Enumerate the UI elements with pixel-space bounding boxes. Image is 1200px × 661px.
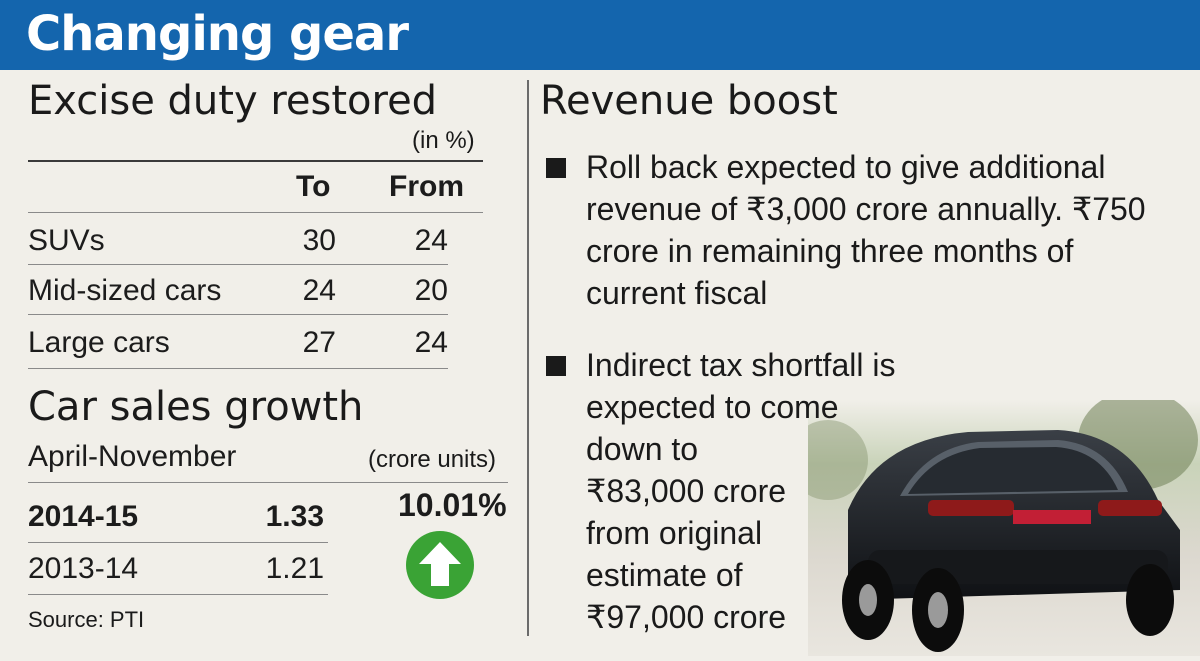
bullet-square-icon [546, 158, 566, 178]
sales-row-year: 2013-14 [28, 552, 139, 585]
growth-value: 10.01% [398, 487, 507, 523]
column-header-to: To [296, 170, 331, 203]
table-row-rule [28, 368, 448, 369]
excise-row-from: 20 [414, 274, 448, 307]
excise-row-to: 27 [302, 326, 336, 359]
excise-heading: Excise duty restored [28, 78, 438, 124]
excise-row-label: SUVs [28, 224, 105, 257]
source-note: Source: PTI [28, 607, 145, 632]
table-header-rule [28, 212, 483, 213]
excise-row-label: Large cars [28, 326, 170, 359]
bullet-line: revenue of ₹3,000 crore annually. ₹750 [586, 191, 1146, 227]
column-divider [527, 80, 529, 636]
bullet-square-icon [546, 356, 566, 376]
excise-row-from: 24 [414, 224, 448, 257]
sales-period-label: April-November [28, 440, 237, 473]
column-header-from: From [389, 170, 464, 203]
growth-up-arrow-icon [405, 530, 475, 600]
excise-unit-label: (in %) [412, 127, 475, 154]
revenue-bullet-2: Indirect tax shortfall is expected to co… [586, 344, 895, 638]
revenue-bullet-1: Roll back expected to give additional re… [586, 146, 1146, 314]
excise-row-label: Mid-sized cars [28, 274, 222, 307]
bullet-line: ₹97,000 crore [586, 599, 787, 635]
bullet-line: current fiscal [586, 275, 768, 311]
bullet-line: ₹83,000 crore [586, 473, 787, 509]
sales-header-rule [28, 482, 508, 483]
bullet-line: down to [586, 431, 699, 467]
header-banner: Changing gear [0, 0, 1200, 70]
table-row-rule [28, 264, 448, 265]
bullet-line: Indirect tax shortfall is [586, 347, 896, 383]
bullet-line: crore in remaining three months of [586, 233, 1074, 269]
sales-unit-label: (crore units) [368, 446, 497, 473]
excise-row-from: 24 [414, 326, 448, 359]
excise-row-to: 30 [302, 224, 336, 257]
sales-row-value: 1.21 [265, 552, 324, 585]
table-top-rule [28, 160, 483, 162]
bullet-line: expected to come [586, 389, 839, 425]
bullet-line: estimate of [586, 557, 743, 593]
excise-row-to: 24 [302, 274, 336, 307]
bullet-line: from original [586, 515, 763, 551]
sales-row-rule [28, 542, 328, 543]
page-title: Changing gear [26, 6, 409, 62]
sales-row-value: 1.33 [265, 500, 324, 533]
table-row-rule [28, 314, 448, 315]
car-photo [788, 390, 1200, 656]
sales-row-rule [28, 594, 328, 595]
revenue-heading: Revenue boost [540, 78, 838, 124]
sales-heading: Car sales growth [28, 384, 364, 430]
bullet-line: Roll back expected to give additional [586, 149, 1106, 185]
sales-row-year: 2014-15 [28, 500, 139, 533]
